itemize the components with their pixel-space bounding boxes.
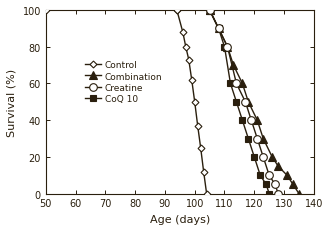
Control [44, 9, 48, 12]
CoQ 10 [240, 119, 244, 122]
Combination [216, 28, 220, 30]
Combination [297, 192, 301, 195]
Combination [240, 83, 244, 85]
Creatine [255, 137, 259, 140]
Creatine [276, 192, 280, 195]
Control [190, 79, 194, 82]
Combination [261, 137, 265, 140]
Creatine [208, 9, 212, 12]
Combination [225, 46, 229, 49]
Control [205, 192, 209, 195]
CoQ 10 [208, 9, 212, 12]
Combination [285, 174, 289, 177]
Control [199, 147, 203, 149]
Line: CoQ 10: CoQ 10 [207, 8, 272, 197]
Control [187, 59, 191, 62]
Creatine [216, 28, 220, 30]
Combination [208, 9, 212, 12]
Control [184, 46, 188, 49]
Creatine [261, 156, 265, 159]
CoQ 10 [208, 9, 212, 12]
Creatine [273, 183, 277, 186]
Combination [291, 183, 295, 186]
CoQ 10 [234, 101, 238, 104]
Combination [255, 119, 259, 122]
CoQ 10 [216, 28, 220, 30]
Creatine [243, 101, 247, 104]
Creatine [249, 119, 253, 122]
Legend: Control, Combination, Creatine, CoQ 10: Control, Combination, Creatine, CoQ 10 [85, 61, 163, 104]
Combination [276, 165, 280, 168]
CoQ 10 [264, 183, 268, 186]
Line: Combination: Combination [206, 7, 303, 198]
CoQ 10 [246, 137, 250, 140]
X-axis label: Age (days): Age (days) [150, 214, 210, 224]
CoQ 10 [228, 83, 232, 85]
Control [196, 125, 200, 128]
CoQ 10 [267, 192, 271, 195]
Creatine [234, 83, 238, 85]
Control [202, 170, 206, 173]
Y-axis label: Survival (%): Survival (%) [7, 68, 17, 136]
Creatine [225, 46, 229, 49]
Creatine [267, 174, 271, 177]
Combination [231, 64, 235, 67]
CoQ 10 [252, 156, 256, 159]
CoQ 10 [258, 174, 262, 177]
Line: Creatine: Creatine [206, 7, 282, 198]
Control [193, 101, 197, 104]
Combination [246, 101, 250, 104]
Line: Control: Control [43, 9, 209, 196]
CoQ 10 [222, 46, 226, 49]
Control [181, 31, 185, 34]
Control [175, 9, 179, 12]
Control [175, 9, 179, 12]
Combination [270, 156, 274, 159]
Creatine [208, 9, 212, 12]
Combination [208, 9, 212, 12]
